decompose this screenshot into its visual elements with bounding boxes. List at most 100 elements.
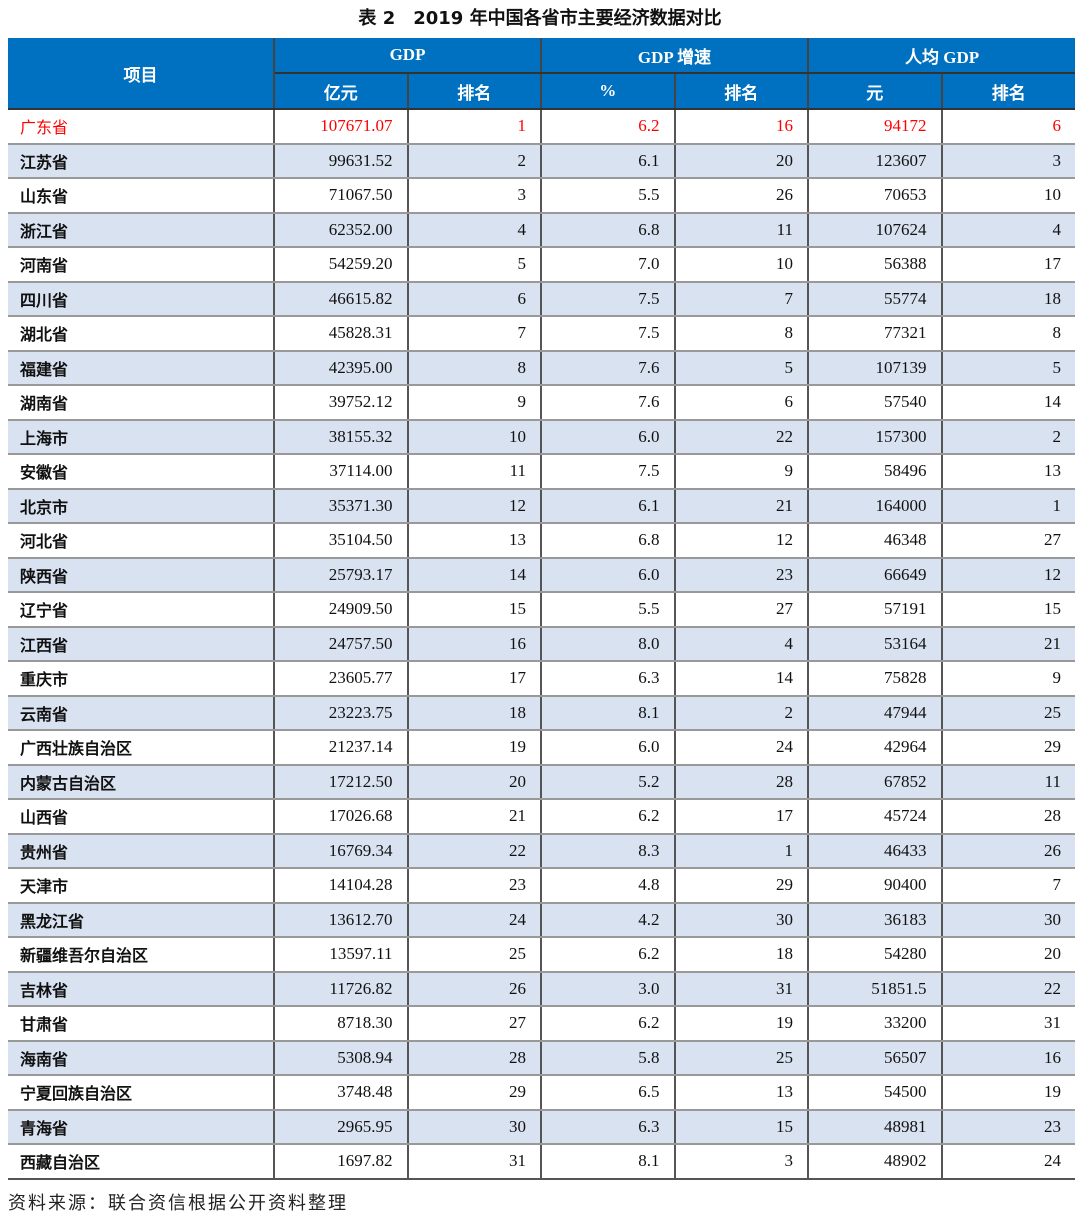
per-capita-value: 36183 xyxy=(808,902,943,938)
per-capita-rank: 12 xyxy=(941,557,1076,593)
per-capita-value: 45724 xyxy=(808,799,943,835)
growth-rank: 7 xyxy=(674,281,810,317)
growth-rank: 3 xyxy=(674,1144,810,1180)
province-name: 江苏省 xyxy=(8,143,275,179)
gdp-rank: 22 xyxy=(407,833,543,869)
per-capita-value: 75828 xyxy=(808,661,943,697)
per-capita-rank: 26 xyxy=(941,833,1076,869)
per-capita-rank: 19 xyxy=(941,1075,1076,1111)
province-name: 山西省 xyxy=(8,799,275,835)
table-row: 山西省 17026.68 21 6.2 17 45724 28 xyxy=(8,799,1076,835)
per-capita-value: 46348 xyxy=(808,523,943,559)
table-row: 西藏自治区 1697.82 31 8.1 3 48902 24 xyxy=(8,1144,1076,1180)
per-capita-rank: 27 xyxy=(941,523,1076,559)
table-row: 河北省 35104.50 13 6.8 12 46348 27 xyxy=(8,523,1076,559)
growth-value: 8.1 xyxy=(541,1144,676,1180)
growth-value: 6.8 xyxy=(541,212,676,248)
province-name: 陕西省 xyxy=(8,557,275,593)
gdp-rank: 10 xyxy=(407,419,543,455)
table-row: 广东省 107671.07 1 6.2 16 94172 6 xyxy=(8,109,1076,145)
table-row: 海南省 5308.94 28 5.8 25 56507 16 xyxy=(8,1040,1076,1076)
per-capita-rank: 8 xyxy=(941,316,1076,352)
per-capita-rank: 30 xyxy=(941,902,1076,938)
per-capita-value: 55774 xyxy=(808,281,943,317)
gdp-value: 17212.50 xyxy=(274,764,409,800)
growth-value: 6.1 xyxy=(541,143,676,179)
gdp-rank: 19 xyxy=(407,730,543,766)
growth-rank: 31 xyxy=(674,971,810,1007)
per-capita-value: 58496 xyxy=(808,454,943,490)
growth-rank: 9 xyxy=(674,454,810,490)
growth-rank: 21 xyxy=(674,488,810,524)
table-row: 黑龙江省 13612.70 24 4.2 30 36183 30 xyxy=(8,902,1076,938)
gdp-rank: 14 xyxy=(407,557,543,593)
province-name: 黑龙江省 xyxy=(8,902,275,938)
gdp-rank: 5 xyxy=(407,247,543,283)
growth-rank: 1 xyxy=(674,833,810,869)
gdp-rank: 17 xyxy=(407,661,543,697)
per-capita-value: 57191 xyxy=(808,592,943,628)
gdp-value: 13612.70 xyxy=(274,902,409,938)
header-gdp-growth: GDP 增速 xyxy=(541,38,810,74)
gdp-rank: 20 xyxy=(407,764,543,800)
gdp-rank: 2 xyxy=(407,143,543,179)
growth-value: 7.6 xyxy=(541,385,676,421)
gdp-value: 38155.32 xyxy=(274,419,409,455)
header-row-groups: 项目 GDP GDP 增速 人均 GDP xyxy=(8,38,1076,110)
header-growth-value: % xyxy=(541,73,676,110)
growth-value: 8.3 xyxy=(541,833,676,869)
header-gdp-rank: 排名 xyxy=(407,73,543,110)
province-name: 广西壮族自治区 xyxy=(8,730,275,766)
growth-rank: 11 xyxy=(674,212,810,248)
province-name: 新疆维吾尔自治区 xyxy=(8,937,275,973)
per-capita-rank: 4 xyxy=(941,212,1076,248)
gdp-value: 62352.00 xyxy=(274,212,409,248)
growth-value: 6.2 xyxy=(541,937,676,973)
province-name: 内蒙古自治区 xyxy=(8,764,275,800)
per-capita-value: 54500 xyxy=(808,1075,943,1111)
per-capita-rank: 21 xyxy=(941,626,1076,662)
gdp-rank: 29 xyxy=(407,1075,543,1111)
per-capita-rank: 23 xyxy=(941,1109,1076,1145)
growth-value: 8.1 xyxy=(541,695,676,731)
per-capita-rank: 17 xyxy=(941,247,1076,283)
growth-value: 5.5 xyxy=(541,592,676,628)
province-name: 云南省 xyxy=(8,695,275,731)
header-per-capita-rank: 排名 xyxy=(941,73,1076,110)
growth-rank: 29 xyxy=(674,868,810,904)
gdp-rank: 7 xyxy=(407,316,543,352)
gdp-value: 8718.30 xyxy=(274,1006,409,1042)
growth-value: 6.0 xyxy=(541,730,676,766)
growth-rank: 27 xyxy=(674,592,810,628)
gdp-rank: 15 xyxy=(407,592,543,628)
header-per-capita-value: 元 xyxy=(808,73,943,110)
gdp-rank: 1 xyxy=(407,109,543,145)
table-row: 吉林省 11726.82 26 3.0 31 51851.5 22 xyxy=(8,971,1076,1007)
per-capita-value: 48981 xyxy=(808,1109,943,1145)
growth-rank: 6 xyxy=(674,385,810,421)
table-row: 广西壮族自治区 21237.14 19 6.0 24 42964 29 xyxy=(8,730,1076,766)
per-capita-rank: 7 xyxy=(941,868,1076,904)
gdp-value: 2965.95 xyxy=(274,1109,409,1145)
table-row: 湖北省 45828.31 7 7.5 8 77321 8 xyxy=(8,316,1076,352)
table-title: 表 2 2019 年中国各省市主要经济数据对比 xyxy=(358,8,722,29)
gdp-value: 99631.52 xyxy=(274,143,409,179)
per-capita-value: 157300 xyxy=(808,419,943,455)
gdp-rank: 27 xyxy=(407,1006,543,1042)
growth-value: 6.3 xyxy=(541,661,676,697)
gdp-rank: 26 xyxy=(407,971,543,1007)
growth-rank: 5 xyxy=(674,350,810,386)
gdp-value: 24757.50 xyxy=(274,626,409,662)
table-row: 天津市 14104.28 23 4.8 29 90400 7 xyxy=(8,868,1076,904)
table-row: 辽宁省 24909.50 15 5.5 27 57191 15 xyxy=(8,592,1076,628)
per-capita-rank: 18 xyxy=(941,281,1076,317)
growth-value: 8.0 xyxy=(541,626,676,662)
gdp-value: 13597.11 xyxy=(274,937,409,973)
table-row: 重庆市 23605.77 17 6.3 14 75828 9 xyxy=(8,661,1076,697)
per-capita-rank: 24 xyxy=(941,1144,1076,1180)
table-row: 浙江省 62352.00 4 6.8 11 107624 4 xyxy=(8,212,1076,248)
growth-rank: 19 xyxy=(674,1006,810,1042)
gdp-value: 37114.00 xyxy=(274,454,409,490)
per-capita-rank: 16 xyxy=(941,1040,1076,1076)
province-name: 天津市 xyxy=(8,868,275,904)
